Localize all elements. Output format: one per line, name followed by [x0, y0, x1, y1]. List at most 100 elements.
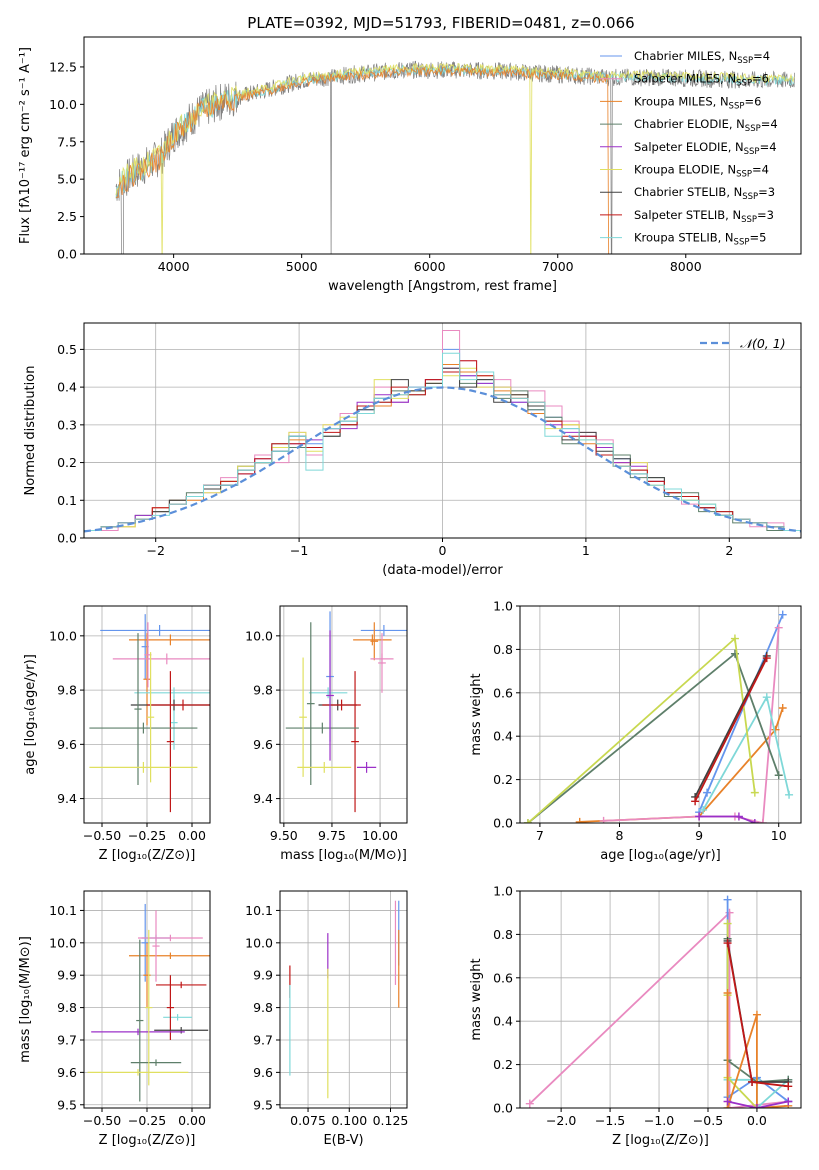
x-tick-label: −1.0: [644, 1113, 674, 1128]
x-axis-label: (data-model)/error: [382, 563, 503, 578]
legend-label: Salpeter STELIB, NSSP=3: [634, 208, 774, 225]
axes-frame: [279, 890, 408, 1109]
axes-frame: [519, 605, 802, 824]
weight-marker: [785, 790, 794, 799]
legend-label: Chabrier MILES, NSSP=4: [634, 49, 770, 66]
y-tick-label: 10.1: [49, 903, 77, 918]
axes-frame: [83, 36, 802, 255]
legend-label-sub: SSP: [736, 170, 752, 180]
legend-label-count: =6: [744, 94, 761, 108]
y-tick-label: 9.9: [253, 968, 273, 983]
plot-area: [285, 611, 407, 813]
panel-spectrum: 4000 5000 6000 7000 8000 0.0 2.5 5.0 7.5 10.0 12.5…: [18, 36, 802, 294]
weight-marker: [575, 817, 584, 823]
y-tick-label: 9.8: [253, 1000, 273, 1015]
y-tick-label: 10.0: [49, 935, 77, 950]
axes-frame: [279, 605, 408, 824]
y-tick-label: 0.4: [493, 1014, 513, 1029]
y-tick-label: 10.0: [245, 935, 273, 950]
x-tick-label: 4000: [158, 259, 190, 274]
legend-label-sub: SSP: [741, 215, 757, 225]
x-tick-label: −2.0: [546, 1113, 576, 1128]
x-axis-label: Z [log₁₀(Z/Z⊙)]: [99, 1133, 196, 1148]
x-tick-label: 7: [536, 828, 544, 843]
gaussian-curve: [84, 386, 801, 533]
x-tick-label: 0.0: [747, 1113, 767, 1128]
y-tick-label: 0.0: [493, 816, 513, 831]
legend-label: Chabrier ELODIE, NSSP=4: [634, 117, 778, 134]
legend-label-text: Salpeter STELIB, N: [634, 208, 741, 222]
legend-label-sub: SSP: [729, 101, 745, 111]
x-tick-label: 8: [616, 828, 624, 843]
legend-label: 𝒩(0, 1): [740, 336, 786, 351]
y-tick-label: 0.2: [493, 772, 513, 787]
weight-marker: [723, 988, 732, 997]
y-tick-label: 0.0: [57, 531, 77, 546]
panel-residual-histogram: −2 −1 0 1 2 0.0 0.1 0.2 0.3 0.4 0.5 (data-model)/er…: [23, 322, 802, 578]
weight-marker: [748, 1077, 757, 1086]
legend-label-text: Chabrier STELIB, N: [634, 185, 742, 199]
legend-label-text: Chabrier ELODIE, N: [634, 117, 745, 131]
legend-label-text: Kroupa ELODIE, N: [634, 163, 736, 177]
x-axis-label: Z [log₁₀(Z/Z⊙)]: [612, 1133, 709, 1148]
plot-area: [523, 610, 794, 823]
y-tick-label: 9.6: [57, 1065, 77, 1080]
weight-marker: [525, 1099, 534, 1108]
x-tick-label: 1: [582, 543, 590, 558]
y-tick-label: 10.0: [49, 628, 77, 643]
y-tick-label: 0.0: [493, 1101, 513, 1116]
x-tick-label: 9.50: [270, 828, 298, 843]
x-axis-label: age [log₁₀(age/yr)]: [600, 848, 721, 863]
x-tick-label: −0.50: [83, 1113, 121, 1128]
weight-series-line: [603, 627, 780, 823]
y-axis-label: mass weight: [469, 673, 484, 755]
legend-label: Chabrier STELIB, NSSP=3: [634, 185, 775, 202]
legend-label-text: Kroupa STELIB, N: [634, 231, 734, 245]
weight-marker: [734, 812, 743, 821]
x-tick-label: 9: [695, 828, 703, 843]
weight-series-line: [699, 815, 756, 823]
weight-series-line: [727, 1100, 789, 1108]
panel-mass-weight-vs-age: 7 8 9 10 0.0 0.2 0.4 0.6 0.8 1.0 age [log₁₀(age/yr…: [469, 599, 802, 863]
weight-series-line: [694, 655, 768, 798]
panel-age-vs-Z: −0.50 −0.25 0.00 9.4 9.6 9.8 10.0 Z [log₁₀(Z/Z⊙…: [23, 605, 211, 863]
plot-area: [289, 900, 400, 1099]
legend-label: Salpeter ELODIE, NSSP=4: [634, 140, 777, 157]
x-axis-label: mass [log₁₀(M/M⊙)]: [280, 848, 407, 863]
y-tick-label: 9.9: [57, 968, 77, 983]
x-tick-label: 10.00: [362, 828, 398, 843]
plot-area: [115, 60, 795, 254]
y-tick-label: 0.6: [493, 685, 513, 700]
y-tick-label: 9.5: [57, 1097, 77, 1112]
y-tick-label: 9.8: [253, 683, 273, 698]
x-tick-label: −1.5: [595, 1113, 625, 1128]
y-tick-label: 9.4: [253, 791, 273, 806]
weight-series-line: [527, 652, 780, 823]
legend-label: Kroupa STELIB, NSSP=5: [634, 231, 766, 248]
y-tick-label: 9.8: [57, 683, 77, 698]
weight-marker: [699, 805, 708, 814]
weight-marker: [723, 919, 732, 928]
y-tick-label: 10.0: [49, 97, 77, 112]
y-tick-label: 0.8: [493, 927, 513, 942]
x-tick-label: −0.25: [128, 828, 166, 843]
legend-label-count: =4: [760, 140, 777, 154]
panel-mass-weight-vs-Z: −2.0 −1.5 −1.0 −0.5 0.0 0.0 0.2 0.4 0.6 0.8 1.0 Z […: [469, 884, 802, 1148]
legend-label-sub: SSP: [744, 147, 760, 157]
plot-area: [525, 895, 793, 1108]
x-tick-label: 6000: [414, 259, 446, 274]
weight-marker: [774, 771, 783, 780]
legend-label-count: =3: [757, 208, 774, 222]
weight-marker: [784, 1082, 793, 1091]
legend-label: Kroupa MILES, NSSP=6: [634, 94, 761, 111]
y-tick-label: 10.1: [245, 903, 273, 918]
x-tick-label: −2: [146, 543, 164, 558]
y-tick-label: 0.2: [493, 1057, 513, 1072]
weight-marker: [730, 634, 739, 643]
x-tick-label: −1: [290, 543, 308, 558]
y-tick-label: 0.1: [57, 493, 77, 508]
y-tick-label: 0.6: [493, 970, 513, 985]
legend-label-text: Chabrier MILES, N: [634, 49, 737, 63]
y-tick-label: 9.5: [253, 1097, 273, 1112]
